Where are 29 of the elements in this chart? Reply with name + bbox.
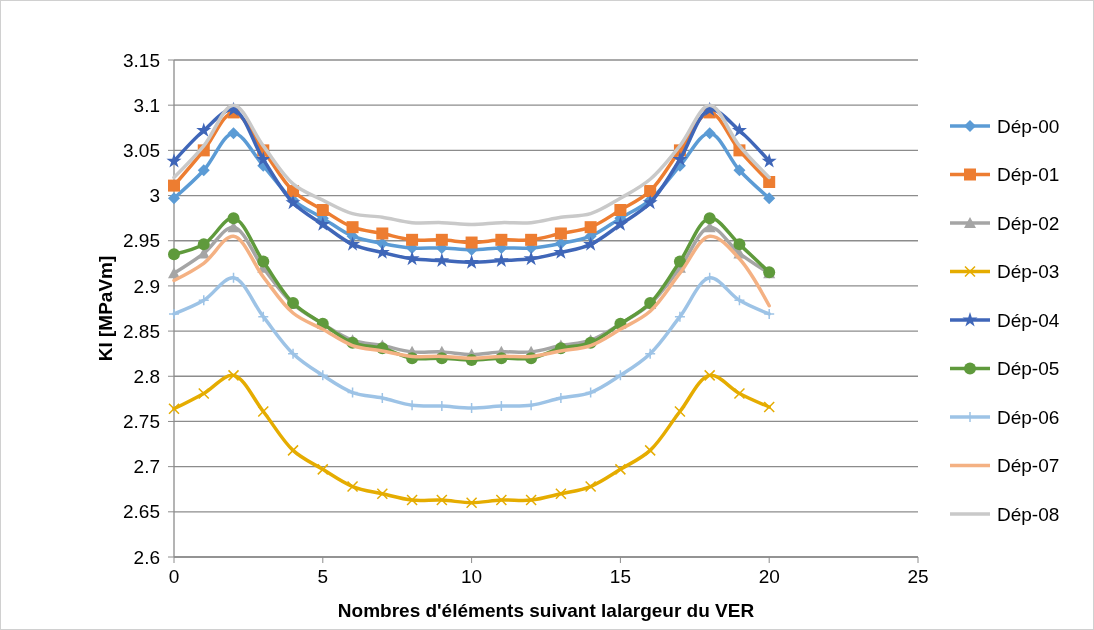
y-axis-title: KI [MPaVm] xyxy=(95,255,116,362)
y-tick-label: 2.6 xyxy=(133,546,160,568)
legend-label: Dép-05 xyxy=(997,358,1060,380)
legend-label: Dép-01 xyxy=(997,164,1060,186)
y-tick-label: 2.65 xyxy=(123,501,160,523)
y-tick-label: 2.75 xyxy=(123,411,160,433)
x-tick-label: 0 xyxy=(168,566,180,587)
legend-label: Dép-02 xyxy=(997,212,1060,234)
legend-label: Dép-07 xyxy=(997,455,1060,477)
x-tick-label: 25 xyxy=(907,566,929,587)
y-tick-label: 2.95 xyxy=(123,230,160,252)
x-tick-label: 20 xyxy=(758,566,780,587)
legend-label: Dép-06 xyxy=(997,406,1060,428)
y-tick-label: 3.15 xyxy=(123,49,160,71)
y-tick-label: 2.9 xyxy=(133,275,160,297)
x-tick-label: 10 xyxy=(461,566,483,587)
y-tick-label: 3 xyxy=(149,185,160,207)
y-tick-label: 3.1 xyxy=(133,94,160,116)
y-tick-label: 2.8 xyxy=(133,365,160,387)
legend-label: Dép-00 xyxy=(997,115,1060,137)
legend-label: Dép-03 xyxy=(997,261,1060,283)
y-tick-label: 2.85 xyxy=(123,320,160,342)
legend-label: Dép-04 xyxy=(997,309,1060,331)
y-tick-label: 3.05 xyxy=(123,140,160,162)
legend-label: Dép-08 xyxy=(997,503,1060,525)
x-tick-label: 5 xyxy=(317,566,329,587)
x-tick-label: 15 xyxy=(609,566,631,587)
y-tick-label: 2.7 xyxy=(133,456,160,478)
x-axis-title: Nombres d'éléments suivant lalargeur du VER xyxy=(337,600,755,621)
